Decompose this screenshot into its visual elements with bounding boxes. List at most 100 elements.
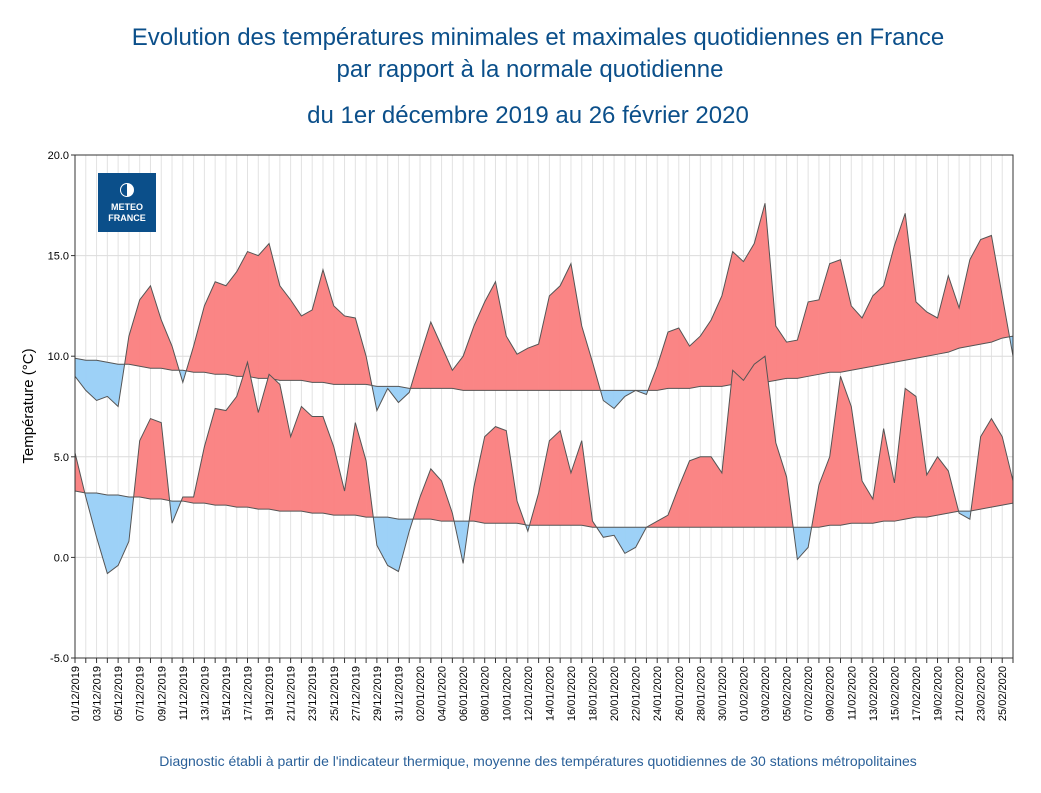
anomaly-fill	[301, 310, 312, 382]
x-tick-label: 11/02/2020	[846, 666, 858, 720]
anomaly-fill	[388, 517, 399, 571]
x-tick-label: 13/02/2020	[868, 666, 880, 721]
y-axis-label: Température (°C)	[20, 348, 37, 463]
x-tick-label: 04/01/2020	[437, 666, 449, 721]
anomaly-fill	[226, 396, 237, 507]
x-tick-label: 03/02/2020	[760, 666, 772, 721]
anomaly-fill	[927, 312, 938, 356]
anomaly-fill	[150, 419, 161, 499]
anomaly-fill	[312, 417, 323, 514]
x-tick-label: 25/02/2020	[997, 666, 1009, 721]
x-tick-label: 07/12/2019	[135, 666, 147, 721]
plot-area: 01/12/2019 03/12/2019 05/12/2019 07/12/2019…	[48, 150, 1013, 721]
anomaly-fill	[830, 260, 841, 373]
anomaly-fill	[495, 427, 506, 524]
anomaly-fill	[517, 348, 528, 390]
x-tick-label: 01/12/2019	[70, 666, 82, 721]
anomaly-fill	[981, 235, 992, 344]
x-tick-label: 15/02/2020	[889, 666, 901, 721]
x-tick-label: 06/01/2020	[458, 666, 470, 721]
x-tick-label: 23/12/2019	[307, 666, 319, 721]
x-tick-label: 02/01/2020	[415, 666, 427, 721]
anomaly-fill	[549, 286, 560, 391]
x-tick-label: 07/02/2020	[803, 666, 815, 721]
anomaly-fill	[334, 306, 345, 384]
chart-subtitle: du 1er décembre 2019 au 26 février 2020	[307, 102, 749, 129]
x-tick-label: 17/12/2019	[243, 666, 255, 721]
chart-title: Evolution des températures minimales et …	[132, 24, 944, 51]
anomaly-fill	[743, 364, 754, 527]
y-tick-label: 5.0	[54, 452, 69, 464]
chart-title: par rapport à la normale quotidienne	[337, 56, 724, 83]
anomaly-fill	[237, 252, 248, 377]
x-tick-label: 11/12/2019	[178, 666, 190, 720]
x-tick-label: 17/02/2020	[911, 666, 923, 721]
footnote: Diagnostic établi à partir de l'indicate…	[159, 753, 917, 769]
x-tick-label: 21/02/2020	[954, 666, 966, 721]
x-tick-label: 21/12/2019	[286, 666, 298, 721]
anomaly-fill	[345, 316, 356, 384]
anomaly-fill	[485, 427, 496, 524]
anomaly-fill	[787, 340, 798, 378]
x-tick-label: 05/12/2019	[113, 666, 125, 721]
anomaly-fill	[301, 407, 312, 514]
x-tick-label: 15/12/2019	[221, 666, 233, 721]
anomaly-fill	[97, 360, 108, 400]
anomaly-fill	[528, 344, 539, 390]
x-tick-label: 14/01/2020	[544, 666, 556, 721]
anomaly-fill	[107, 495, 118, 573]
anomaly-fill	[743, 244, 754, 385]
anomaly-fill	[226, 272, 237, 377]
x-tick-label: 08/01/2020	[480, 666, 492, 721]
anomaly-fill	[690, 457, 701, 527]
x-tick-label: 22/01/2020	[631, 666, 643, 721]
x-tick-label: 18/01/2020	[588, 666, 600, 721]
x-tick-label: 26/01/2020	[674, 666, 686, 721]
x-tick-label: 28/01/2020	[695, 666, 707, 721]
logo-text: METEO	[111, 202, 143, 212]
x-tick-label: 16/01/2020	[566, 666, 578, 721]
y-tick-label: 10.0	[48, 351, 69, 363]
x-tick-label: 10/01/2020	[501, 666, 513, 721]
anomaly-fill	[549, 431, 560, 526]
y-tick-label: 15.0	[48, 251, 69, 263]
anomaly-fill	[873, 286, 884, 366]
anomaly-fill	[733, 370, 744, 527]
x-tick-label: 19/12/2019	[264, 666, 276, 721]
anomaly-fill	[269, 374, 280, 511]
anomaly-fill	[280, 286, 291, 381]
x-tick-label: 29/12/2019	[372, 666, 384, 721]
anomaly-fill	[700, 457, 711, 527]
logo: METEO FRANCE	[98, 173, 156, 232]
anomaly-fill	[248, 252, 259, 379]
x-tick-label: 27/12/2019	[350, 666, 362, 721]
logo-text: FRANCE	[108, 213, 146, 223]
anomaly-fill	[733, 252, 744, 385]
x-tick-label: 19/02/2020	[933, 666, 945, 721]
y-tick-label: 0.0	[54, 552, 69, 564]
anomaly-fill	[808, 300, 819, 376]
anomaly-fill	[215, 282, 226, 375]
anomaly-fill	[905, 388, 916, 519]
x-tick-label: 03/12/2019	[92, 666, 104, 721]
x-tick-label: 09/12/2019	[156, 666, 168, 721]
anomaly-fill	[215, 409, 226, 506]
anomaly-fill	[258, 244, 269, 379]
x-tick-label: 31/12/2019	[393, 666, 405, 721]
x-tick-label: 30/01/2020	[717, 666, 729, 721]
anomaly-fill	[668, 328, 679, 388]
y-tick-label: 20.0	[48, 150, 69, 162]
x-tick-label: 05/02/2020	[782, 666, 794, 721]
x-tick-label: 25/12/2019	[329, 666, 341, 721]
x-tick-label: 24/01/2020	[652, 666, 664, 721]
x-tick-label: 01/02/2020	[738, 666, 750, 721]
x-tick-label: 23/02/2020	[976, 666, 988, 721]
plot-background	[75, 155, 1013, 658]
x-tick-label: 20/01/2020	[609, 666, 621, 721]
x-tick-label: 12/01/2020	[523, 666, 535, 721]
x-tick-label: 09/02/2020	[825, 666, 837, 721]
anomaly-fill	[754, 356, 765, 527]
x-tick-label: 13/12/2019	[199, 666, 211, 721]
